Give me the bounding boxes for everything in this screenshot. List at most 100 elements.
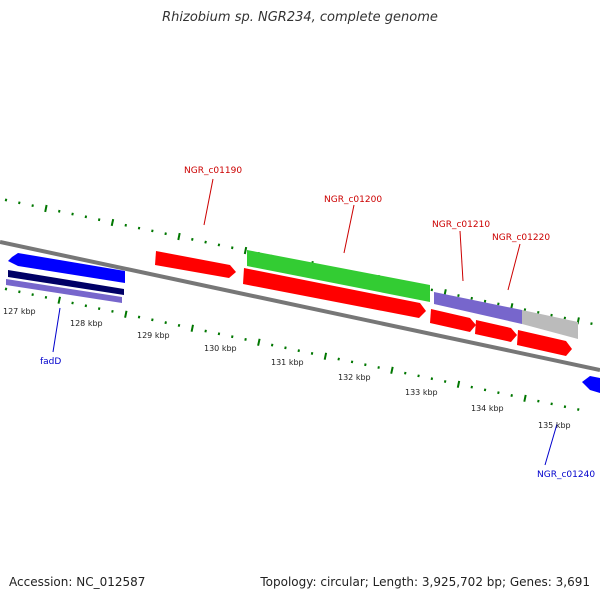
gene-ngr-c01190[interactable] [155,251,236,278]
label-ngr-c01240[interactable]: NGR_c01240 [537,470,595,480]
kbp-label: 130 kbp [204,344,237,353]
gene-ngr-c01220[interactable] [522,310,578,339]
gene-feature-navy[interactable] [8,270,124,295]
tick-mark [244,338,247,341]
tick-mark [404,371,407,375]
tick-mark [84,215,88,219]
tick-mark [310,352,314,355]
tick-mark [124,310,128,318]
gene-feature-red-b[interactable] [475,320,517,342]
tick-mark [563,405,567,409]
tick-mark [470,385,473,389]
label-ngr-c01190[interactable]: NGR_c01190 [184,166,242,176]
tick-mark [470,296,473,300]
tick-mark [137,226,141,230]
tick-mark [58,209,61,213]
label-ngr-c01210[interactable]: NGR_c01210 [432,220,490,230]
leader-ngr-c01190 [203,178,214,226]
label-ngr-c01220[interactable]: NGR_c01220 [492,233,550,243]
tick-mark [110,218,115,227]
leader-ngr-c01210 [459,230,464,282]
tick-mark [243,246,248,255]
tick-mark [4,287,8,291]
tick-mark [44,295,48,299]
tick-mark [550,402,553,406]
tick-mark [577,408,580,411]
tick-mark [284,346,287,350]
tick-mark [231,335,234,339]
tick-mark [31,293,34,297]
tick-mark [377,366,380,369]
tick-mark [456,380,461,388]
kbp-label: 133 kbp [405,388,438,397]
leader-ngr-c01220 [507,243,521,291]
kbp-label: 132 kbp [338,373,371,382]
tick-mark [164,232,167,236]
tick-mark [537,399,540,403]
tick-mark [364,363,367,367]
tick-mark [217,243,221,247]
tick-mark [537,310,540,314]
tick-mark [430,377,434,381]
tick-mark [151,318,154,322]
gene-feature-red-c[interactable] [517,330,572,356]
tick-mark [71,301,74,305]
gene-ngr-c01200[interactable] [247,250,430,302]
tick-mark [270,343,274,347]
tick-mark [151,229,154,233]
tick-mark [18,290,21,294]
tick-mark [97,218,101,222]
tick-mark [84,304,88,308]
leader-ngr-c01200 [343,204,355,254]
tick-mark [190,324,194,332]
tick-mark [590,322,593,326]
kbp-label: 129 kbp [137,331,170,340]
tick-mark [430,288,434,292]
label-ngr-c01200[interactable]: NGR_c01200 [324,195,382,205]
genome-backbone [0,240,600,372]
tick-mark [204,240,207,244]
kbp-label: 135 kbp [538,421,571,430]
gene-feature-red-a[interactable] [430,309,476,332]
tick-mark [483,388,487,392]
tick-mark [97,307,101,311]
tick-mark [523,308,527,312]
tick-mark [137,315,141,319]
tick-mark [124,223,127,227]
tick-mark [231,246,234,250]
tick-mark [177,323,181,327]
tick-mark [457,294,460,297]
tick-mark [297,349,300,353]
kbp-label: 127 kbp [3,307,36,316]
tick-mark [483,299,487,303]
tick-mark [191,237,194,241]
label-fadd[interactable]: fadD [40,357,61,367]
gene-ngr-c01210[interactable] [434,292,522,324]
genome-summary-text: Topology: circular; Length: 3,925,702 bp… [260,575,590,589]
accession-text: Accession: NC_012587 [9,575,146,589]
tick-mark [204,329,207,333]
gene-ngr-c01240[interactable] [582,376,600,393]
gene-feature-blue[interactable] [8,253,125,283]
tick-mark [31,204,34,208]
tick-mark [510,394,513,397]
kbp-label: 131 kbp [271,358,304,367]
tick-mark [523,394,527,402]
tick-mark [563,316,567,320]
tick-mark [390,366,394,374]
kbp-label: 128 kbp [70,319,103,328]
tick-row-inner [4,287,580,411]
tick-mark [177,232,181,241]
gene-feature-red-long[interactable] [243,268,426,318]
tick-mark [497,302,500,306]
leader-fadd [52,307,61,353]
leader-ngr-c01240 [544,423,558,466]
tick-mark [337,357,340,361]
tick-mark [111,309,114,313]
tick-mark [71,212,74,216]
tick-mark [57,296,61,304]
gene-feature-purple[interactable] [6,279,122,303]
kbp-label: 134 kbp [471,404,504,413]
